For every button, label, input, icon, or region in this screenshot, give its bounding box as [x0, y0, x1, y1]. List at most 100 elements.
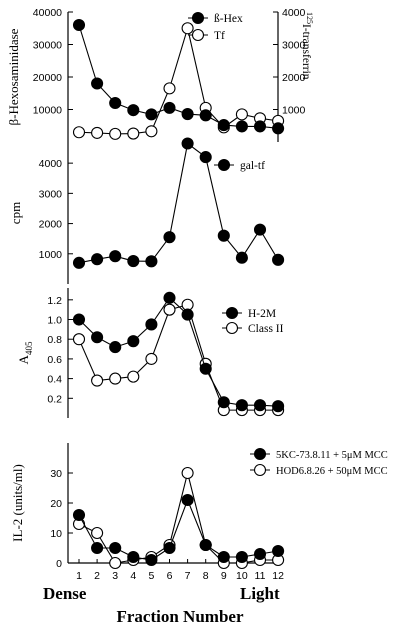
x-tick-label: 10	[236, 570, 248, 582]
data-point	[127, 370, 140, 383]
y-right-tick-label: 4000	[282, 7, 306, 19]
data-point	[163, 101, 176, 114]
data-point	[199, 151, 212, 164]
legend-label: 5KC-73.8.11 + 5μM MCC	[276, 450, 388, 461]
data-point	[253, 223, 267, 236]
y-axis-right-title-sup: 125	[305, 12, 314, 24]
data-point	[145, 108, 158, 121]
data-point	[109, 556, 122, 570]
legend-label: gal-tf	[240, 160, 265, 172]
data-point	[181, 466, 194, 480]
y-axis-title: IL-2 (units/ml)	[10, 464, 25, 542]
data-point	[235, 120, 248, 133]
data-point	[253, 547, 267, 561]
data-point	[253, 120, 267, 133]
y-right-tick-label: 3000	[282, 40, 306, 52]
data-point	[91, 526, 104, 540]
legend-marker	[191, 28, 205, 42]
y-tick-label: 2000	[39, 219, 63, 231]
y-axis-title-main: β-Hexosaminidase	[6, 28, 21, 125]
y-tick-label: 0	[56, 558, 62, 570]
legend-label: ß-Hex	[214, 13, 243, 25]
data-point	[145, 255, 158, 268]
data-point	[181, 137, 194, 150]
data-point	[163, 82, 176, 95]
y-right-tick-label: 1000	[282, 105, 306, 117]
y-axis-title: cpm	[8, 202, 23, 224]
legend-marker	[225, 321, 239, 335]
data-point	[145, 352, 158, 365]
data-point	[127, 550, 140, 564]
data-point	[91, 541, 104, 555]
legend-marker	[217, 158, 231, 172]
y-tick-label: 0.6	[47, 354, 62, 366]
legend-label: HOD6.8.26 + 50μM MCC	[276, 466, 388, 477]
data-point	[72, 256, 86, 269]
y-tick-label: 0.4	[47, 374, 62, 386]
y-tick-label: 4000	[39, 158, 63, 170]
series-line-2	[78, 26, 279, 135]
series-line-2	[78, 472, 279, 564]
y-tick-label: 10000	[33, 105, 62, 117]
data-point	[91, 374, 104, 387]
data-point	[72, 18, 86, 32]
x-axis-right-label: Light	[240, 584, 280, 603]
data-point	[127, 104, 140, 117]
data-point	[217, 550, 230, 564]
data-point	[72, 313, 86, 326]
data-point	[91, 126, 104, 139]
chart-panel-1: 10000 20000 30000 40000 1000 2000 3000 4000 125I…	[6, 7, 314, 142]
data-point	[181, 493, 194, 507]
data-point	[181, 22, 194, 35]
y-axis-right-title: 125I-transferrin	[300, 12, 314, 80]
x-axis-left-label: Dense	[43, 584, 87, 603]
y-tick-label: 40000	[33, 7, 62, 19]
data-point	[181, 108, 194, 121]
data-point	[127, 254, 140, 268]
data-point	[109, 341, 122, 354]
data-point	[235, 251, 248, 264]
data-point	[91, 77, 104, 90]
data-point	[91, 331, 104, 344]
x-tick-label: 1	[76, 570, 82, 582]
legend-marker	[253, 447, 267, 461]
x-tick-label: 2	[94, 570, 100, 582]
data-point	[217, 229, 230, 242]
data-point	[272, 253, 285, 266]
y-tick-label: 0.8	[47, 334, 62, 346]
x-tick-label: 9	[221, 570, 227, 582]
data-point	[199, 362, 212, 375]
y-tick-label: 3000	[39, 188, 63, 200]
chart-panel-4: 0 10 20 30 IL-2 (units/ml) 5KC-73.8.11 + 5μM …	[10, 443, 388, 570]
data-point	[109, 96, 122, 110]
data-point	[235, 108, 248, 121]
y-tick-label: 30	[50, 468, 62, 480]
y-tick-label: 1000	[39, 249, 63, 261]
y-axis-title-main: cpm	[8, 202, 23, 224]
y-axis-title: A405	[16, 341, 34, 364]
data-point	[272, 400, 285, 413]
data-point	[145, 318, 158, 331]
data-point	[235, 399, 248, 412]
data-point	[145, 553, 158, 567]
x-axis: Dense Light Fraction Number 1 2 3 4 5 6 7 8 9 10 1…	[43, 570, 284, 626]
data-point	[72, 508, 86, 522]
y-axis-title-main: A	[16, 354, 31, 364]
y-tick-label: 10	[50, 528, 62, 540]
data-point	[109, 541, 122, 555]
data-point	[253, 399, 267, 412]
y-right-tick-label: 2000	[282, 72, 306, 84]
legend-marker	[253, 463, 267, 477]
data-point	[181, 308, 194, 321]
x-tick-label: 7	[185, 570, 191, 582]
x-tick-label: 6	[167, 570, 173, 582]
y-tick-label: 0.2	[47, 393, 62, 405]
chart-panel-2: 1000 2000 3000 4000 cpm gal-tf	[8, 137, 285, 284]
y-axis-title-sub: 405	[24, 341, 34, 355]
data-point	[163, 231, 176, 244]
x-tick-label: 5	[148, 570, 154, 582]
data-point	[145, 125, 158, 138]
legend-marker	[225, 306, 239, 320]
